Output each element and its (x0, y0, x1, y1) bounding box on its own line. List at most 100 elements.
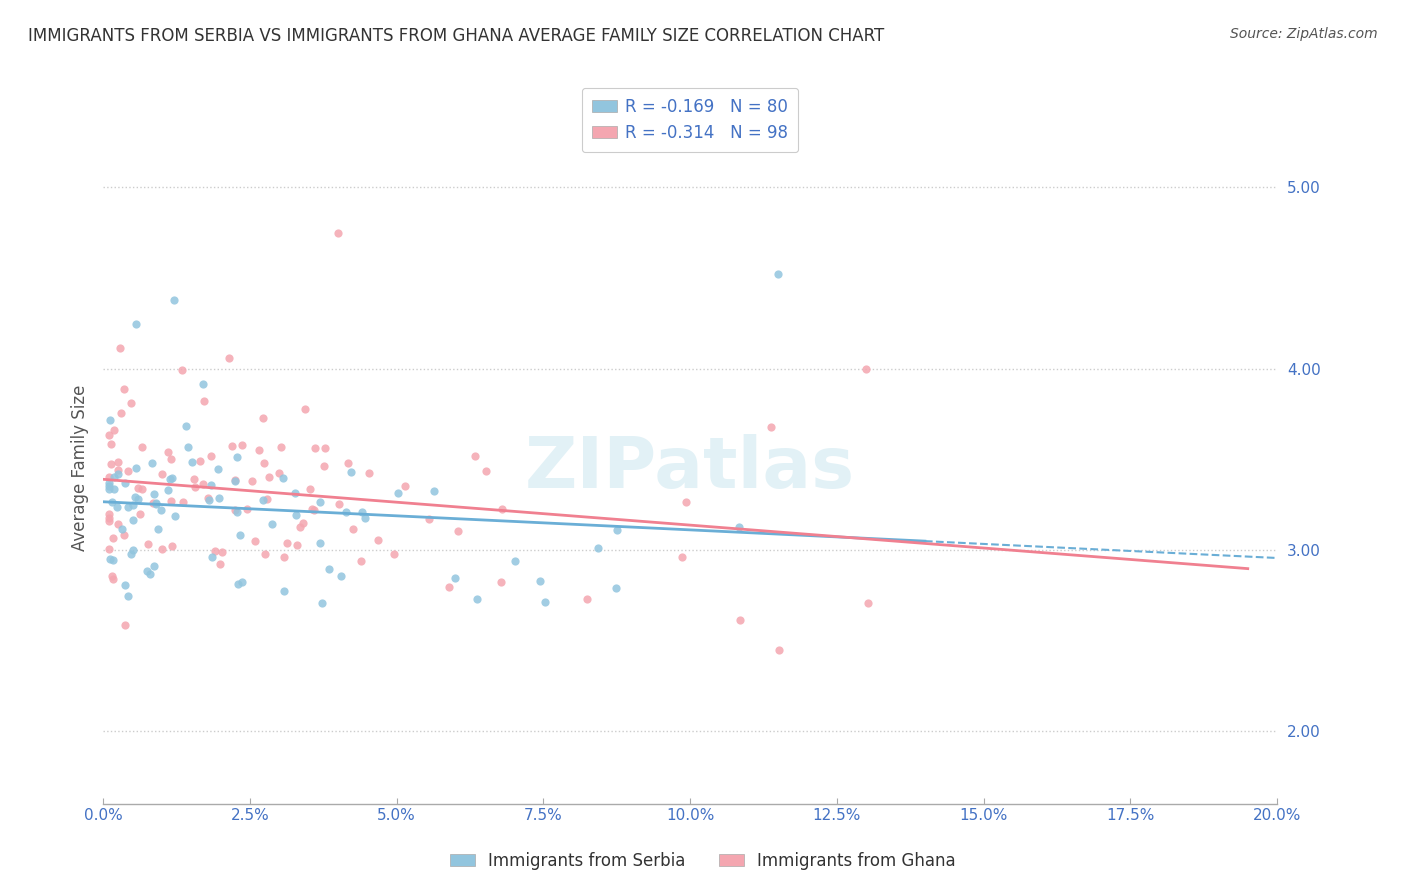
Point (276, 536, 298, 550)
Point (138, 567, 160, 582)
Point (124, 317, 146, 331)
Point (131, 440, 153, 454)
Point (124, 490, 146, 504)
Point (204, 544, 226, 558)
Point (117, 464, 139, 478)
Point (150, 542, 173, 557)
Point (308, 536, 330, 550)
Point (766, 268, 789, 282)
Point (311, 596, 333, 610)
Point (112, 382, 135, 396)
Point (159, 472, 181, 486)
Point (112, 528, 135, 542)
Point (162, 539, 184, 553)
Point (211, 545, 233, 559)
Point (252, 411, 274, 425)
Point (193, 394, 215, 409)
Point (107, 516, 129, 531)
Point (236, 501, 259, 516)
Point (226, 577, 249, 591)
Point (108, 341, 131, 355)
Point (271, 470, 294, 484)
Point (218, 351, 240, 366)
Point (342, 522, 364, 536)
Point (491, 501, 513, 516)
Point (98, 514, 121, 528)
Point (231, 575, 253, 590)
Point (98, 413, 121, 427)
Point (247, 442, 270, 457)
Point (98, 542, 121, 557)
Point (354, 510, 377, 524)
Point (384, 547, 406, 561)
Point (160, 452, 183, 467)
Text: Source: ZipAtlas.com: Source: ZipAtlas.com (1230, 27, 1378, 41)
Point (576, 591, 599, 606)
Point (149, 503, 172, 517)
Point (107, 455, 129, 469)
Point (352, 505, 374, 519)
Point (335, 505, 357, 519)
Point (165, 508, 187, 523)
Point (447, 524, 470, 538)
Point (142, 495, 165, 509)
Point (98, 427, 121, 442)
Point (125, 461, 148, 475)
Point (162, 293, 184, 307)
Point (107, 467, 129, 481)
Point (98, 552, 121, 566)
Point (257, 470, 280, 484)
Point (201, 549, 224, 564)
Point (120, 547, 142, 561)
Point (183, 472, 205, 486)
Point (193, 377, 215, 392)
Y-axis label: Average Family Size: Average Family Size (72, 385, 89, 551)
Point (208, 557, 231, 571)
Point (100, 457, 122, 471)
Point (221, 439, 243, 453)
Point (181, 455, 204, 469)
Point (114, 617, 136, 632)
Point (103, 483, 125, 497)
Point (200, 478, 222, 492)
Text: IMMIGRANTS FROM SERBIA VS IMMIGRANTS FROM GHANA AVERAGE FAMILY SIZE CORRELATION : IMMIGRANTS FROM SERBIA VS IMMIGRANTS FRO… (28, 27, 884, 45)
Point (262, 516, 284, 531)
Point (131, 482, 153, 496)
Point (329, 568, 352, 582)
Point (231, 438, 253, 452)
Point (367, 533, 389, 547)
Point (285, 508, 308, 522)
Point (98, 476, 121, 491)
Point (240, 474, 263, 488)
Point (101, 495, 124, 509)
Point (444, 571, 467, 585)
Point (350, 554, 373, 568)
Point (287, 538, 309, 552)
Point (252, 492, 274, 507)
Point (768, 643, 790, 657)
Point (142, 487, 165, 501)
Point (312, 459, 335, 474)
Point (141, 456, 163, 470)
Point (157, 445, 180, 459)
Legend: R = -0.169   N = 80, R = -0.314   N = 98: R = -0.169 N = 80, R = -0.314 N = 98 (582, 87, 799, 152)
Point (728, 520, 751, 534)
Text: ZIPatlas: ZIPatlas (524, 434, 855, 503)
Point (103, 470, 125, 484)
Point (146, 522, 169, 536)
Point (292, 516, 315, 531)
Point (128, 507, 150, 521)
Point (225, 505, 247, 519)
Point (728, 613, 751, 627)
Point (605, 581, 627, 595)
Point (606, 524, 628, 538)
Point (172, 494, 194, 508)
Point (136, 564, 159, 578)
Point (160, 471, 183, 485)
Point (98, 482, 121, 496)
Point (336, 456, 359, 470)
Point (253, 456, 276, 470)
Point (284, 486, 307, 500)
Point (98, 479, 121, 493)
Point (288, 520, 311, 534)
